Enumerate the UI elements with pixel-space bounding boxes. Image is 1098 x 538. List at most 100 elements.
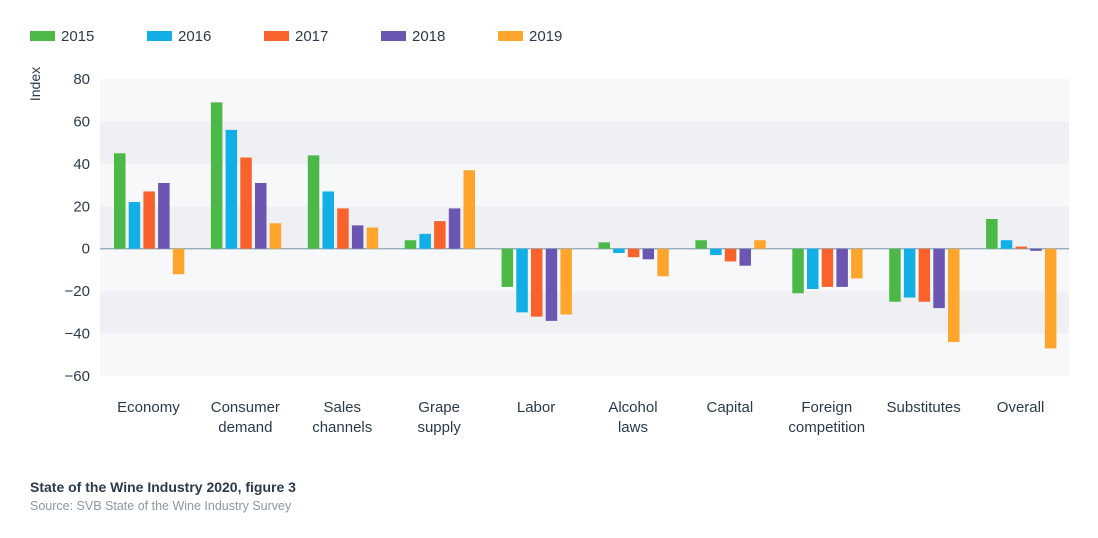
bar-2017-0	[143, 191, 155, 249]
bar-2018-9	[1030, 248, 1042, 251]
bar-2015-1	[210, 102, 223, 249]
bar-2015-2	[307, 155, 320, 249]
x-category-label: Foreign	[801, 399, 852, 416]
bar-2015-0	[114, 153, 126, 249]
x-category-label: laws	[618, 419, 648, 436]
legend-item-2017: 2017	[264, 28, 328, 45]
y-tick-label: −20	[65, 283, 90, 300]
legend-swatch	[147, 31, 172, 41]
bar-2017-7	[821, 248, 834, 287]
bar-2017-9	[1015, 246, 1027, 249]
bar-2018-1	[255, 182, 267, 249]
bar-2017-4	[531, 248, 543, 317]
x-category-label: Capital	[706, 399, 753, 416]
bar-2019-9	[1044, 248, 1057, 349]
x-category-label: competition	[788, 419, 865, 436]
legend-swatch	[498, 31, 523, 41]
legend-item-2016: 2016	[147, 28, 211, 45]
bar-2017-8	[918, 248, 931, 302]
bar-2016-4	[516, 248, 528, 313]
y-tick-label: 80	[73, 71, 90, 88]
y-tick-label: 20	[73, 198, 90, 215]
legend-label: 2017	[295, 28, 328, 45]
bar-2016-6	[710, 248, 722, 256]
bar-2015-6	[695, 240, 707, 249]
legend-swatch	[381, 31, 406, 41]
bar-2015-9	[986, 219, 998, 249]
bar-2017-3	[434, 221, 446, 249]
bar-2019-6	[754, 240, 766, 249]
x-category-label: Labor	[517, 399, 555, 416]
x-axis-categories: Economy Consumer demand Sales channels Grape s…	[117, 399, 1044, 436]
x-category-label: Grape	[418, 399, 460, 416]
legend-label: 2018	[412, 28, 445, 45]
x-category-label: channels	[312, 419, 372, 436]
x-category-label: Substitutes	[887, 399, 961, 416]
bar-2018-7	[836, 248, 848, 287]
bar-2019-0	[172, 248, 185, 275]
legend-item-2015: 2015	[30, 28, 94, 45]
bar-2016-9	[1000, 240, 1013, 249]
y-axis: 80 60 40 20 0 −20 −40 −60	[65, 71, 90, 385]
bar-2019-2	[366, 227, 379, 249]
bar-2018-3	[448, 208, 461, 249]
grid-band	[100, 121, 1069, 164]
bar-2016-1	[225, 129, 238, 249]
bar-2019-8	[948, 248, 960, 343]
x-category-label: Overall	[997, 399, 1045, 416]
y-tick-label: 40	[73, 156, 90, 173]
bar-2018-2	[351, 225, 364, 249]
bar-2016-8	[903, 248, 916, 298]
bar-2019-1	[269, 223, 282, 249]
bar-2016-0	[128, 202, 141, 249]
bar-2018-5	[642, 248, 655, 260]
legend-item-2018: 2018	[381, 28, 445, 45]
y-tick-label: −40	[65, 326, 90, 343]
grid-band	[100, 291, 1069, 334]
bar-2017-1	[240, 157, 252, 249]
bars	[114, 102, 1057, 349]
legend-label: 2019	[529, 28, 562, 45]
bar-2015-5	[598, 242, 610, 249]
y-tick-label: −60	[65, 368, 90, 385]
bar-2019-5	[657, 248, 669, 277]
bar-2016-2	[322, 191, 334, 249]
grid-bands	[100, 79, 1069, 376]
legend-label: 2016	[178, 28, 211, 45]
x-category-label: Economy	[117, 399, 180, 416]
bar-2019-4	[560, 248, 572, 315]
y-tick-label: 0	[82, 241, 90, 258]
bar-2017-2	[337, 208, 349, 249]
bar-2019-7	[851, 248, 863, 279]
x-category-label: Consumer	[211, 399, 280, 416]
bar-2016-5	[613, 248, 625, 253]
legend-label: 2015	[61, 28, 94, 45]
grid-band	[100, 79, 1069, 122]
bar-2018-0	[158, 182, 170, 249]
bar-2017-6	[724, 248, 737, 262]
x-category-label: Alcohol	[608, 399, 657, 416]
x-category-label: demand	[218, 419, 272, 436]
bar-2015-3	[404, 240, 417, 249]
figure-caption-title: State of the Wine Industry 2020, figure …	[30, 479, 296, 495]
y-axis-label: Index	[27, 67, 43, 101]
bar-2019-3	[463, 170, 475, 249]
figure-caption-source: Source: SVB State of the Wine Industry S…	[30, 499, 292, 513]
legend-swatch	[264, 31, 289, 41]
bar-2015-7	[792, 248, 804, 294]
bar-2016-3	[419, 233, 431, 249]
bar-2018-4	[545, 248, 558, 321]
bar-2017-5	[627, 248, 640, 258]
x-category-label: supply	[417, 419, 461, 436]
grid-band	[100, 333, 1069, 376]
bar-2018-8	[933, 248, 945, 309]
bar-2018-6	[739, 248, 751, 266]
y-tick-label: 60	[73, 113, 90, 130]
bar-2015-4	[501, 248, 514, 287]
legend-item-2019: 2019	[498, 28, 562, 45]
bar-2015-8	[889, 248, 901, 302]
x-category-label: Sales	[323, 399, 361, 416]
bar-2016-7	[807, 248, 819, 290]
legend-swatch	[30, 31, 55, 41]
